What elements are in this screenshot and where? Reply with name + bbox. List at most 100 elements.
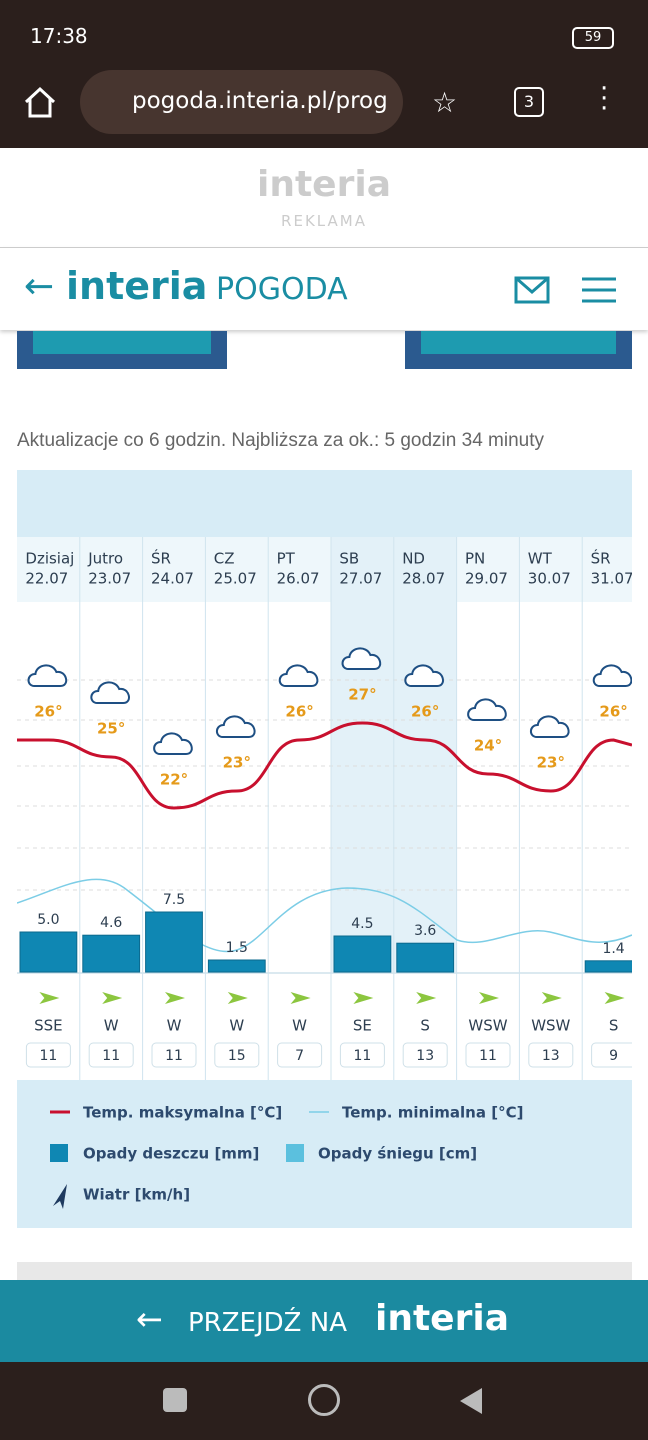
update-note: Aktualizacje co 6 godzin. Najbliższa za … [17, 430, 544, 451]
weather-icon [592, 664, 632, 687]
wind-dir: WSW [468, 1017, 507, 1035]
wind-box [88, 1042, 134, 1068]
day-date: 23.07 [88, 570, 131, 588]
rain-bar [207, 959, 266, 973]
cloud [215, 715, 256, 738]
wind-speed: 11 [165, 1048, 183, 1064]
url-bar[interactable]: pogoda.interia.pl/prog [80, 70, 403, 134]
rain-label: 7.5 [163, 892, 185, 908]
wind-dir: S [609, 1017, 619, 1035]
nav-bar [0, 1362, 648, 1440]
wind-box [151, 1042, 197, 1068]
cloud [404, 664, 444, 687]
battery: 59 [572, 27, 614, 49]
temp-label: 26° [34, 703, 62, 721]
banner[interactable]: ← PRZEJDŹ NA interia [0, 1280, 648, 1362]
temp-max-line [17, 721, 632, 810]
cloud [529, 715, 570, 738]
weather-icon [90, 681, 130, 704]
weather-icon [529, 715, 570, 738]
day-name: PT [277, 550, 296, 568]
arrow: ← [136, 1300, 163, 1338]
rain-label: 4.5 [351, 916, 373, 932]
wind-arrow [227, 992, 248, 1004]
home-button[interactable] [22, 84, 58, 120]
wind-box [402, 1042, 448, 1068]
logo[interactable]: interia [66, 264, 208, 308]
day-name: CZ [214, 550, 235, 568]
wind-dir: S [420, 1017, 430, 1035]
day-name: WT [528, 550, 553, 568]
day-date: 28.07 [402, 570, 445, 588]
wind-speed: 13 [416, 1048, 434, 1064]
banner-logo: interia [375, 1298, 509, 1339]
rain-label: 4.6 [100, 915, 122, 931]
wind-box [277, 1042, 323, 1068]
weather-icon [153, 732, 193, 755]
temp-label: 23° [537, 754, 565, 772]
wind-box [339, 1042, 385, 1068]
wind-speed: 9 [609, 1048, 618, 1064]
rain-bar [396, 942, 455, 973]
header-bg [17, 537, 632, 602]
wind-box [591, 1042, 632, 1068]
wind-arrow [416, 992, 437, 1004]
wind-dir: SSE [34, 1017, 63, 1035]
bookmark[interactable]: ☆ [432, 86, 458, 119]
wind-dir: SE [353, 1017, 372, 1035]
rain-bar [82, 934, 141, 973]
banner-text: PRZEJDŹ NA [188, 1308, 347, 1338]
wind-speed: 11 [102, 1048, 120, 1064]
wind-arrow [479, 992, 499, 1004]
legend-text: Wiatr [km/h] [83, 1186, 190, 1204]
day-name: Jutro [87, 550, 123, 568]
legend-text: Temp. minimalna [°C] [342, 1104, 523, 1122]
recents[interactable] [163, 1388, 187, 1412]
time: 17:38 [30, 24, 88, 48]
wind-arrow [604, 992, 625, 1004]
url: pogoda.interia.pl/prog [132, 88, 388, 114]
browser-chrome: 17:38 59 pogoda.interia.pl/prog ☆ 3 · · · [0, 0, 648, 148]
hamburger[interactable] [582, 276, 618, 304]
cloud [27, 664, 68, 687]
section: POGODA [216, 272, 348, 307]
day-date: 25.07 [214, 570, 257, 588]
rain-label: 1.4 [602, 941, 624, 957]
day-date: 26.07 [277, 570, 320, 588]
day-name: PN [465, 550, 485, 568]
cloud [153, 732, 193, 755]
day-date: 24.07 [151, 570, 194, 588]
legend-text: Temp. maksymalna [°C] [83, 1104, 282, 1122]
mail-icon[interactable] [514, 276, 550, 304]
weather-icon [27, 664, 68, 687]
home[interactable] [308, 1384, 340, 1416]
back[interactable] [458, 1386, 484, 1416]
day-date: 27.07 [339, 570, 382, 588]
rain-bar [584, 960, 632, 973]
rain-bar [333, 935, 392, 973]
cloud [341, 647, 382, 670]
temp-label: 27° [348, 686, 376, 704]
wind-speed: 11 [39, 1048, 57, 1064]
ad-logo: interia [257, 164, 391, 205]
wind-box [465, 1042, 511, 1068]
cloud [278, 664, 319, 687]
wind-dir: W [292, 1017, 307, 1035]
day-name: ND [402, 550, 425, 568]
temp-label: 26° [411, 703, 439, 721]
wind-arrow [39, 992, 60, 1004]
menu[interactable]: · · · [600, 74, 609, 124]
day-date: 31.07 [591, 570, 632, 588]
wind-arrow [541, 992, 562, 1004]
back-link[interactable]: ← [24, 266, 55, 307]
tabs[interactable]: 3 [514, 87, 544, 117]
ad-label: REKLAMA [281, 212, 367, 230]
wind-box [528, 1042, 574, 1068]
day-name: Dzisiaj [25, 550, 74, 568]
rain-bar [19, 931, 78, 973]
temp-label: 22° [160, 771, 188, 789]
site-header: ← interia POGODA [0, 248, 648, 330]
wind-dir: W [229, 1017, 244, 1035]
wind-arrow [165, 992, 185, 1004]
